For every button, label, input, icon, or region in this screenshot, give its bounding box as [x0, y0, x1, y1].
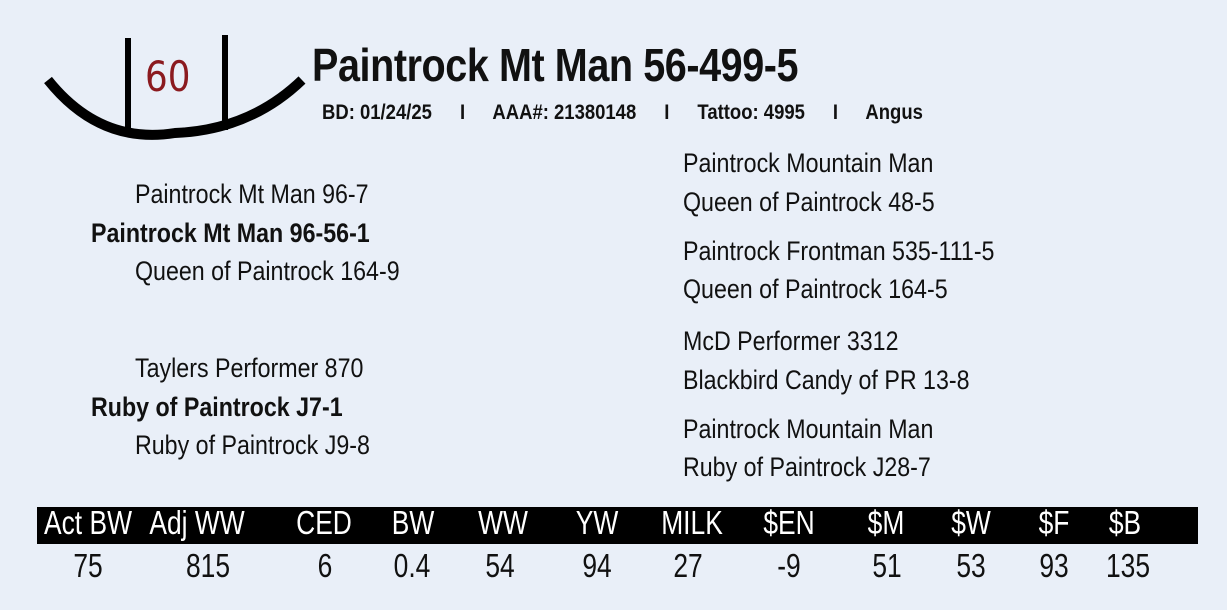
great-grandparent: Paintrock Mountain Man — [683, 148, 934, 178]
sire-dam: Queen of Paintrock 164-9 — [135, 256, 400, 286]
epd-value: 0.4 — [393, 547, 431, 584]
epd-value: 94 — [582, 547, 612, 584]
tattoo: Tattoo: 4995 — [697, 101, 805, 124]
epd-value: 27 — [673, 547, 703, 584]
brand-logo-icon — [44, 35, 306, 140]
sire: Paintrock Mt Man 96-56-1 — [91, 218, 370, 248]
epd-header: WW — [478, 504, 528, 541]
great-grandparent: Ruby of Paintrock J28-7 — [683, 452, 931, 482]
epd-header: $F — [1038, 504, 1070, 541]
dam-dam: Ruby of Paintrock J9-8 — [135, 430, 370, 460]
epd-header: $B — [1108, 504, 1142, 541]
great-grandparent: Paintrock Mountain Man — [683, 414, 934, 444]
lot-number: 60 — [145, 52, 191, 101]
dam: Ruby of Paintrock J7-1 — [91, 392, 343, 422]
epd-header: YW — [575, 504, 619, 541]
separator: I — [664, 101, 670, 124]
animal-details: BD: 01/24/25 I AAA#: 21380148 I Tattoo: … — [322, 101, 946, 125]
epd-value: 93 — [1039, 547, 1069, 584]
animal-name: Paintrock Mt Man 56-499-5 — [312, 39, 799, 91]
epd-value: 815 — [185, 547, 231, 584]
epd-header: MILK — [661, 504, 723, 541]
epd-value: 54 — [485, 547, 515, 584]
epd-header: Adj WW — [149, 504, 245, 541]
epd-header: Act BW — [43, 504, 133, 541]
great-grandparent: Queen of Paintrock 164-5 — [683, 274, 948, 304]
great-grandparent: Blackbird Candy of PR 13-8 — [683, 365, 970, 395]
epd-value: 75 — [73, 547, 103, 584]
separator: I — [832, 101, 839, 124]
separator: I — [459, 101, 466, 124]
sire-sire: Paintrock Mt Man 96-7 — [135, 179, 369, 209]
epd-header: CED — [296, 504, 352, 541]
registration-number: AAA#: 21380148 — [492, 101, 637, 124]
great-grandparent: Paintrock Frontman 535-111-5 — [683, 236, 995, 266]
epd-value: -9 — [777, 547, 801, 584]
epd-header: $EN — [763, 504, 815, 541]
epd-value: 53 — [956, 547, 986, 584]
epd-value: 51 — [872, 547, 902, 584]
birth-date: BD: 01/24/25 — [322, 101, 432, 124]
epd-header: $W — [951, 504, 991, 541]
epd-value: 135 — [1105, 547, 1151, 584]
epd-value: 6 — [317, 547, 333, 584]
dam-sire: Taylers Performer 870 — [135, 353, 364, 383]
great-grandparent: Queen of Paintrock 48-5 — [683, 187, 935, 217]
epd-header: $M — [867, 504, 905, 541]
great-grandparent: McD Performer 3312 — [683, 326, 899, 356]
epd-header-bar — [37, 507, 1198, 544]
breed: Angus — [865, 101, 923, 124]
epd-header: BW — [391, 504, 435, 541]
